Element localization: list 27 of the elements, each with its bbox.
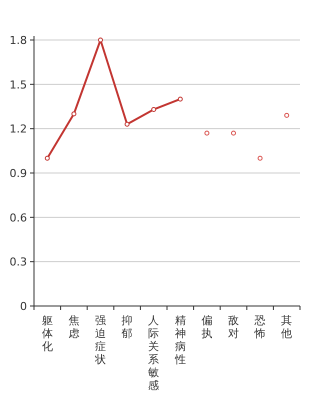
point — [71, 111, 76, 116]
point — [178, 96, 183, 102]
point — [44, 156, 50, 161]
point — [98, 38, 103, 42]
x-tick-label: 抑郁 — [122, 314, 133, 340]
point — [151, 106, 156, 112]
y-tick-label: 1.2 — [10, 122, 27, 136]
y-tick-label: 1.8 — [10, 34, 27, 47]
x-tick-label: 敌对 — [228, 314, 239, 340]
x-tick-label: 焦虑 — [68, 314, 80, 340]
y-tick-label: 1.5 — [10, 78, 27, 92]
point — [124, 122, 130, 127]
y-tick-label: 0.9 — [10, 167, 27, 180]
x-tick-label: 偏执 — [201, 314, 212, 340]
point — [204, 130, 210, 136]
x-tick-label: 精神病性 — [174, 314, 186, 366]
x-tick-label: 人际关系敏感 — [148, 314, 160, 392]
y-tick-label: 0 — [20, 300, 27, 313]
y-tick-label: 0.6 — [10, 211, 27, 224]
x-tick-label: 躯体化 — [42, 314, 53, 353]
y-tick-label: 0.3 — [10, 256, 27, 269]
x-tick-label: 恐怖 — [254, 314, 266, 340]
point — [258, 156, 263, 161]
point — [231, 130, 236, 136]
point — [284, 112, 290, 118]
x-tick-label: 强迫症状 — [94, 314, 106, 366]
x-tick-label: 其他 — [281, 314, 292, 340]
